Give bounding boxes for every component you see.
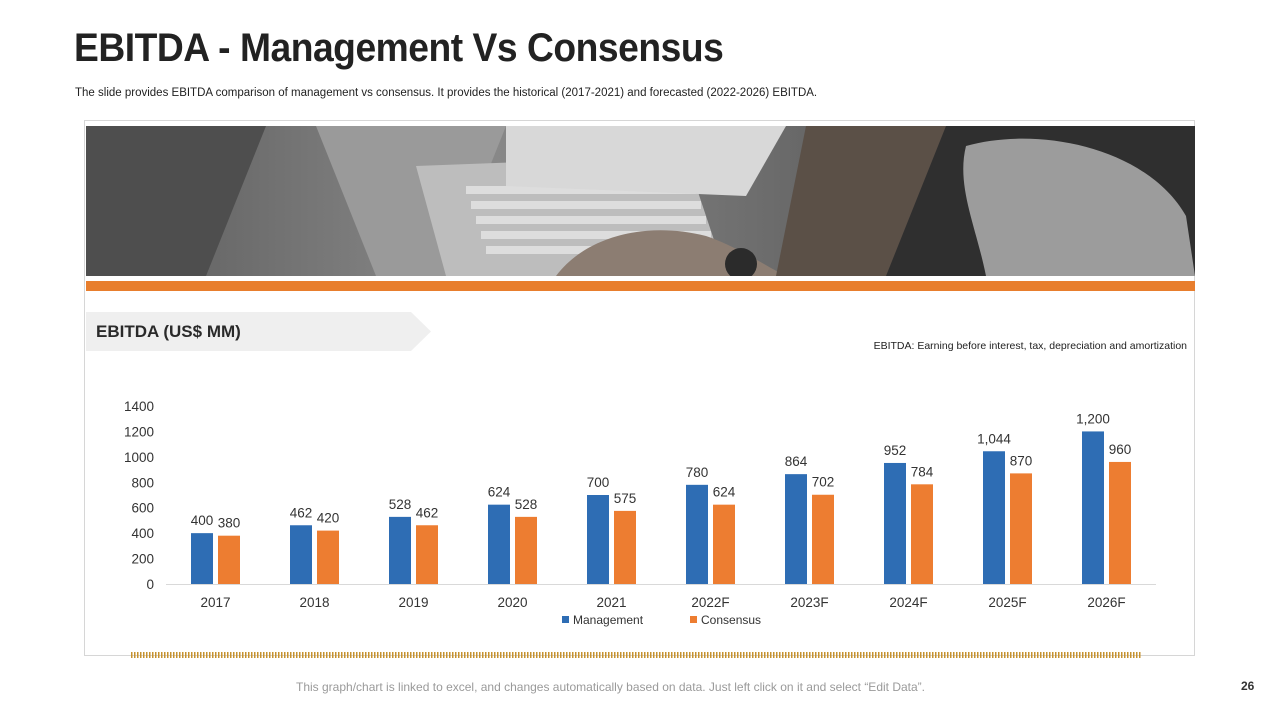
management-data-label: 1,044	[977, 431, 1011, 446]
consensus-data-label: 870	[1010, 453, 1033, 468]
consensus-data-label: 420	[317, 511, 340, 526]
y-tick-label: 800	[131, 475, 154, 490]
consensus-bar	[1109, 461, 1131, 584]
x-tick-label: 2018	[299, 595, 329, 610]
y-tick-label: 200	[131, 552, 154, 567]
section-tag: EBITDA (US$ MM)	[86, 312, 431, 351]
x-tick-label: 2021	[596, 595, 626, 610]
management-data-label: 528	[389, 497, 412, 512]
management-bar	[290, 525, 312, 584]
consensus-data-label: 528	[515, 497, 538, 512]
consensus-data-label: 380	[218, 516, 241, 531]
x-tick-label: 2025F	[988, 595, 1026, 610]
management-bar	[1082, 431, 1104, 584]
management-data-label: 864	[785, 454, 808, 469]
management-bar	[191, 533, 213, 584]
y-tick-label: 1400	[124, 399, 154, 414]
y-tick-label: 400	[131, 526, 154, 541]
consensus-bar	[515, 516, 537, 584]
consensus-bar	[218, 535, 240, 584]
slide-title: EBITDA - Management Vs Consensus	[74, 26, 724, 70]
x-tick-label: 2023F	[790, 595, 828, 610]
x-tick-label: 2017	[200, 595, 230, 610]
x-tick-label: 2024F	[889, 595, 927, 610]
page-number: 26	[1241, 679, 1255, 693]
management-data-label: 1,200	[1076, 411, 1110, 426]
consensus-bar	[812, 494, 834, 584]
consensus-bar	[416, 525, 438, 584]
y-tick-label: 600	[131, 501, 154, 516]
consensus-data-label: 624	[713, 485, 736, 500]
consensus-data-label: 960	[1109, 442, 1132, 457]
consensus-legend-label: Consensus	[701, 613, 761, 627]
management-data-label: 780	[686, 465, 709, 480]
accent-divider	[86, 281, 1195, 291]
management-data-label: 700	[587, 475, 610, 490]
consensus-bar	[1010, 473, 1032, 584]
consensus-bar	[317, 530, 339, 584]
management-data-label: 400	[191, 513, 214, 528]
management-data-label: 952	[884, 443, 907, 458]
management-legend-label: Management	[573, 613, 644, 627]
x-tick-label: 2026F	[1087, 595, 1125, 610]
footer-note: This graph/chart is linked to excel, and…	[296, 680, 925, 694]
consensus-bar	[911, 484, 933, 584]
x-tick-label: 2020	[497, 595, 527, 610]
management-bar	[686, 484, 708, 584]
decorative-stripe	[131, 652, 1141, 658]
header-photo	[86, 126, 1195, 276]
management-bar	[587, 495, 609, 584]
management-bar	[389, 516, 411, 584]
y-tick-label: 1200	[124, 424, 154, 439]
management-legend-swatch	[562, 616, 569, 623]
management-bar	[884, 462, 906, 584]
consensus-data-label: 575	[614, 491, 637, 506]
management-data-label: 624	[488, 485, 511, 500]
consensus-data-label: 462	[416, 505, 439, 520]
definition-note: EBITDA: Earning before interest, tax, de…	[873, 340, 1187, 352]
consensus-data-label: 702	[812, 475, 835, 490]
x-tick-label: 2019	[398, 595, 428, 610]
management-bar	[983, 451, 1005, 584]
consensus-bar	[614, 510, 636, 584]
y-tick-label: 1000	[124, 450, 154, 465]
management-data-label: 462	[290, 505, 313, 520]
x-tick-label: 2022F	[691, 595, 729, 610]
section-label: EBITDA (US$ MM)	[96, 322, 241, 341]
management-bar	[785, 474, 807, 584]
y-tick-label: 0	[146, 577, 154, 592]
management-bar	[488, 504, 510, 584]
consensus-bar	[713, 504, 735, 584]
slide-subtitle: The slide provides EBITDA comparison of …	[75, 87, 818, 99]
ebitda-bar-chart: 0 200 400 600 800 1000 1200 1400 2017 400 380 2018 4…	[124, 399, 1156, 627]
consensus-data-label: 784	[911, 464, 934, 479]
consensus-legend-swatch	[690, 616, 697, 623]
